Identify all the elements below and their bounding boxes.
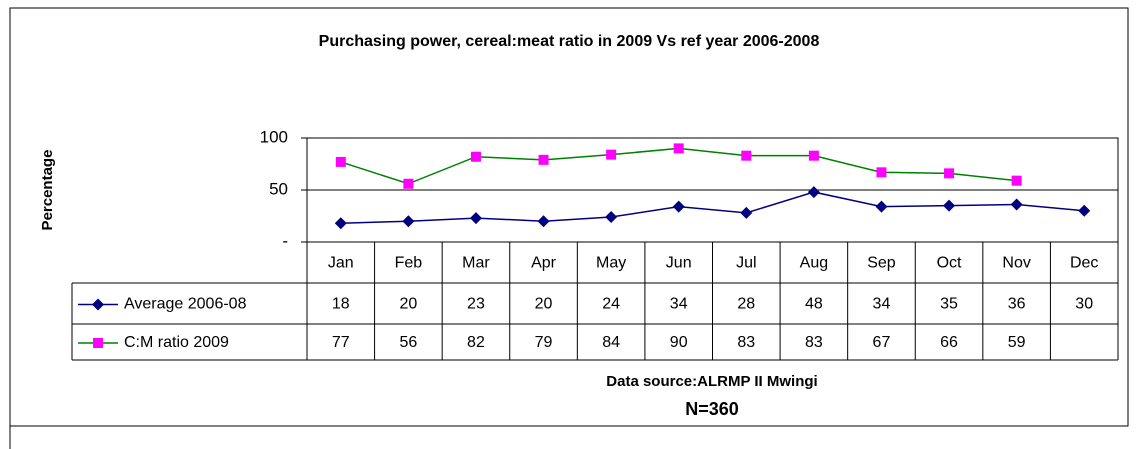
annotation: N=360	[685, 399, 739, 419]
point	[741, 150, 752, 161]
point	[537, 215, 550, 228]
x-tick-label: Jan	[328, 255, 354, 272]
x-tick-label: Nov	[1002, 255, 1030, 272]
point	[944, 168, 955, 179]
x-tick-label: Apr	[531, 255, 557, 272]
chart-title: Purchasing power, cereal:meat ratio in 2…	[319, 33, 820, 50]
x-tick-label: Feb	[395, 255, 423, 272]
table-value: 59	[1008, 334, 1026, 351]
point	[807, 186, 820, 199]
y-tick-label: 50	[269, 179, 288, 198]
table-value: 18	[332, 296, 350, 313]
table-value: 82	[467, 334, 485, 351]
x-tick-label: Jul	[736, 255, 756, 272]
table-value: 20	[535, 296, 553, 313]
legend-marker	[92, 298, 104, 311]
table-value: 30	[1075, 296, 1093, 313]
x-tick-label: May	[596, 255, 626, 272]
table-value: 67	[873, 334, 891, 351]
point	[606, 149, 617, 160]
x-tick-label: Jun	[666, 255, 692, 272]
x-tick-label: Oct	[937, 255, 962, 272]
table-value: 79	[535, 334, 553, 351]
point	[469, 212, 482, 225]
point	[876, 167, 887, 178]
y-tick-label: -	[282, 231, 288, 250]
point	[1078, 204, 1091, 217]
y-axis-label: Percentage	[39, 150, 56, 231]
table-value: 24	[602, 296, 620, 313]
table-value: 84	[602, 334, 620, 351]
table-value: 83	[737, 334, 755, 351]
table-value: 77	[332, 334, 350, 351]
legend-label: Average 2006-08	[124, 296, 247, 313]
point	[403, 178, 414, 189]
point	[875, 200, 888, 213]
table-value: 56	[399, 334, 417, 351]
point	[1010, 198, 1023, 211]
table-value: 23	[467, 296, 485, 313]
table-value: 48	[805, 296, 823, 313]
point	[470, 151, 481, 162]
point	[808, 150, 819, 161]
point	[538, 154, 549, 165]
point	[672, 200, 685, 213]
table-value: 20	[399, 296, 417, 313]
table-value: 34	[670, 296, 688, 313]
annotation: Data source:ALRMP II Mwingi	[606, 373, 817, 390]
x-tick-label: Mar	[462, 255, 490, 272]
chart-frame	[9, 7, 1129, 427]
x-tick-label: Aug	[800, 255, 828, 272]
point	[740, 206, 753, 219]
point	[673, 143, 684, 154]
point	[605, 211, 618, 224]
table-value: 35	[940, 296, 958, 313]
table-value: 28	[737, 296, 755, 313]
point	[334, 217, 347, 230]
point	[402, 215, 415, 228]
table-value: 34	[873, 296, 891, 313]
table-value: 36	[1008, 296, 1026, 313]
table-value: 83	[805, 334, 823, 351]
y-tick-label: 100	[260, 127, 288, 146]
legend-marker	[93, 338, 103, 348]
point	[1011, 175, 1022, 186]
legend-label: C:M ratio 2009	[124, 334, 229, 351]
point	[943, 199, 956, 212]
x-tick-label: Dec	[1070, 255, 1098, 272]
table-value: 66	[940, 334, 958, 351]
x-tick-label: Sep	[867, 255, 896, 272]
table-value: 90	[670, 334, 688, 351]
point	[335, 156, 346, 167]
series-line	[340, 191, 1085, 225]
